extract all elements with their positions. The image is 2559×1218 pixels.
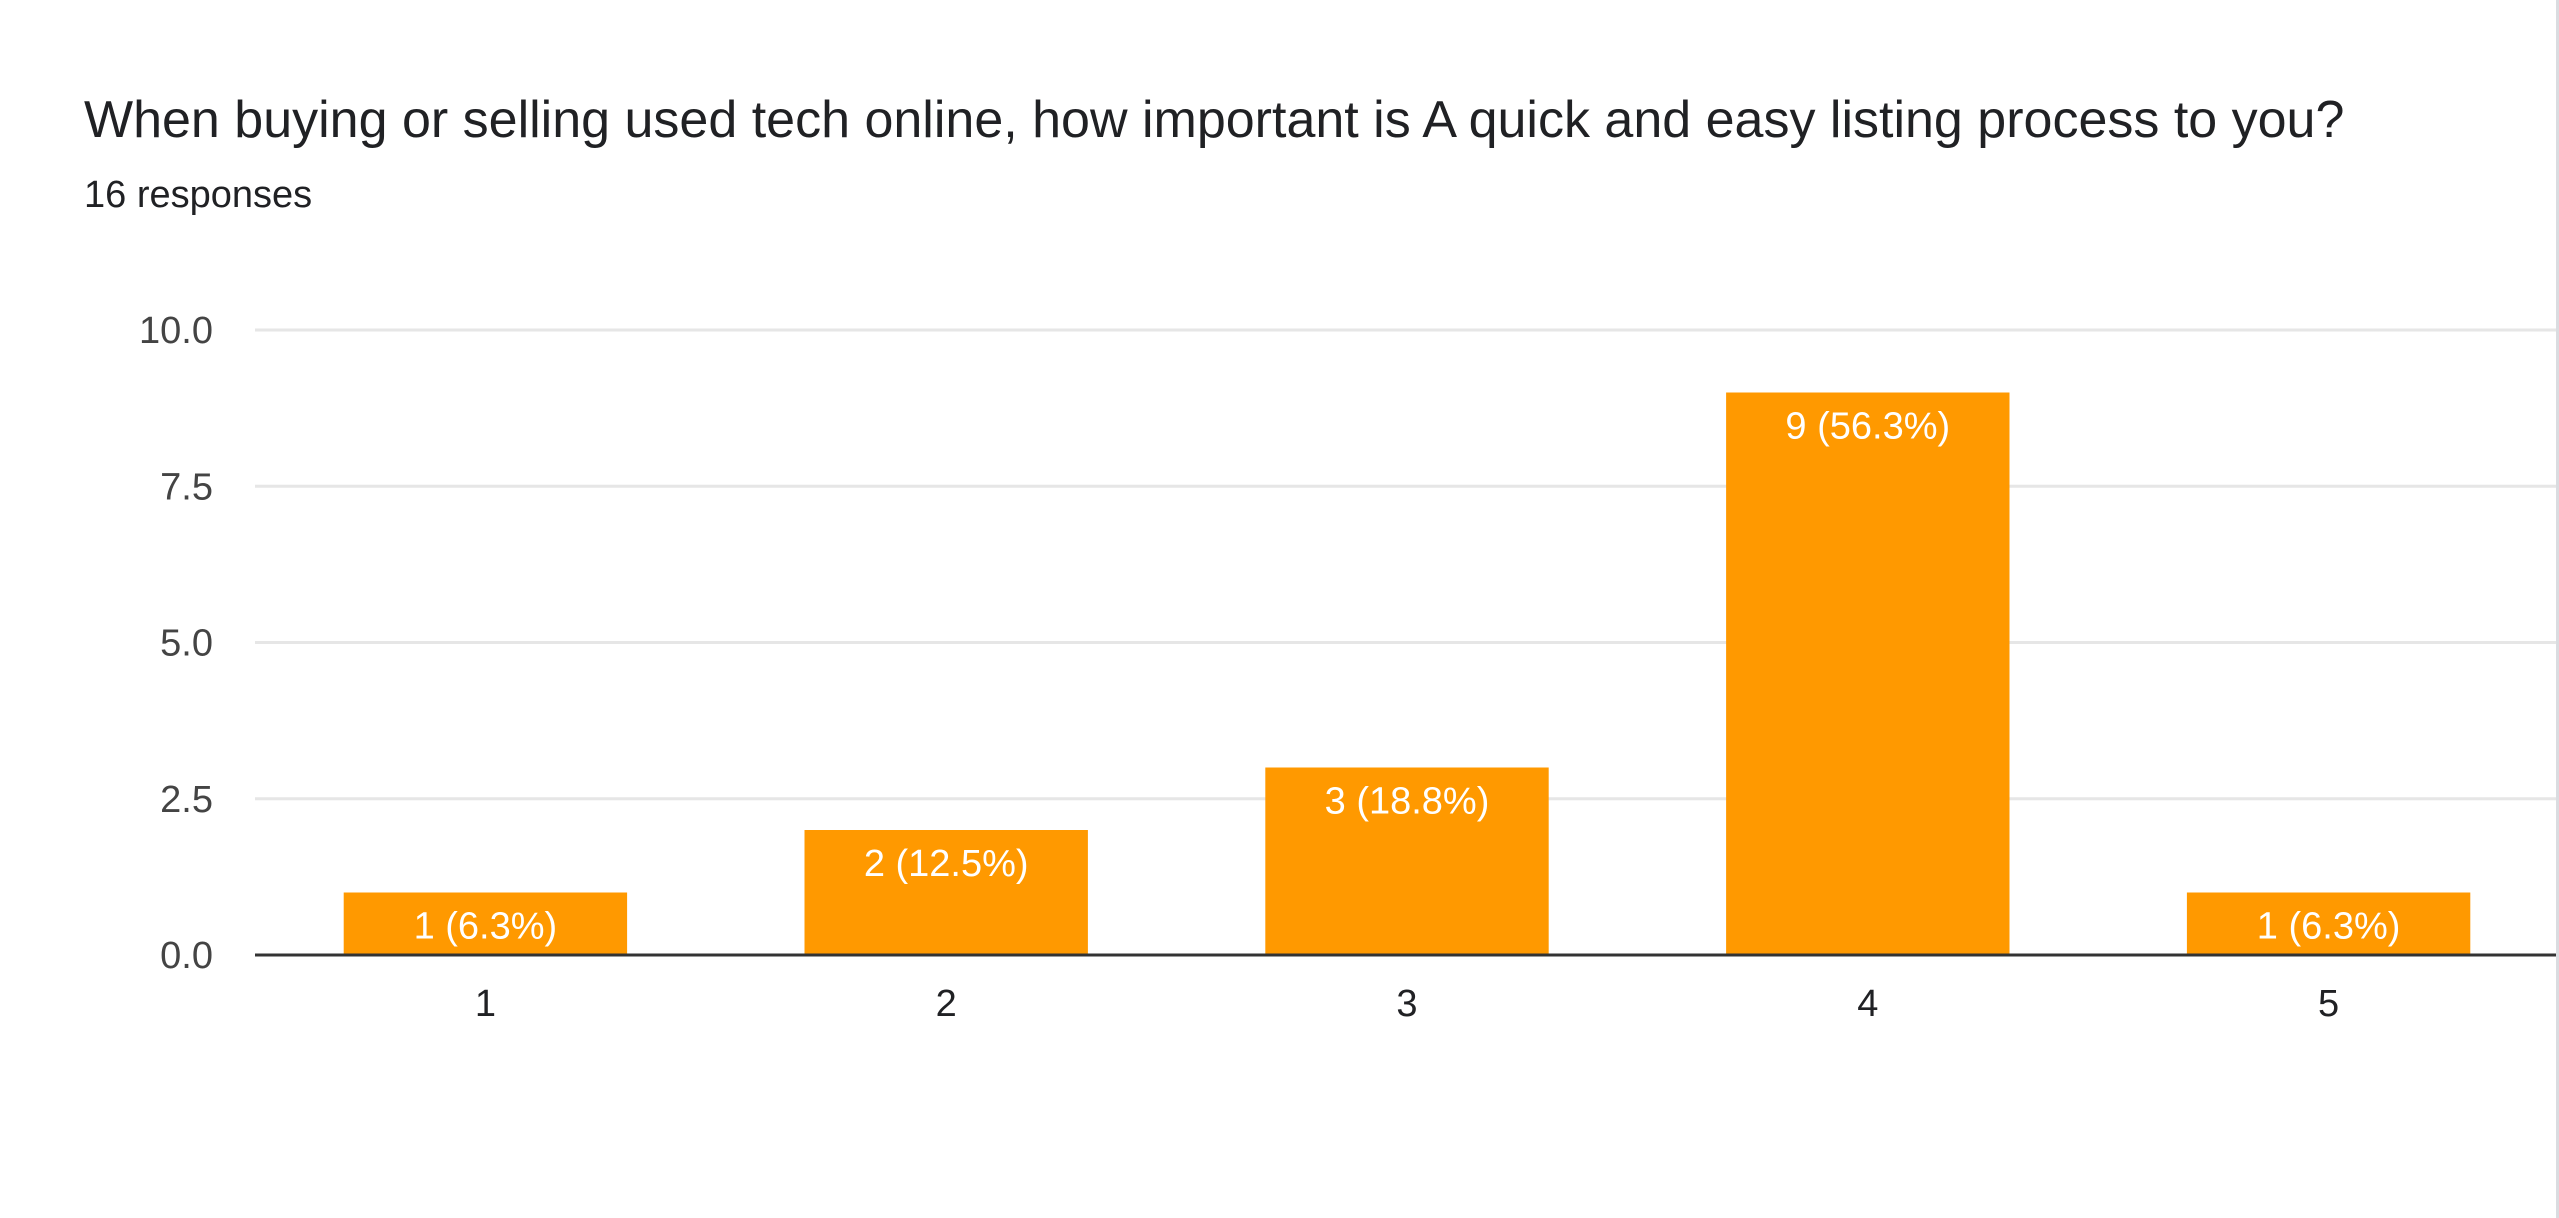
x-tick-label: 4	[1857, 983, 1878, 1025]
bar	[343, 892, 628, 955]
y-tick-label: 0.0	[160, 935, 213, 977]
question-title: When buying or selling used tech online,…	[84, 91, 2345, 149]
y-tick-label: 10.0	[139, 310, 213, 352]
bar	[804, 830, 1088, 955]
x-tick-label: 5	[2318, 983, 2339, 1025]
response-count: 16 responses	[84, 174, 313, 216]
bar-data-label: 1 (6.3%)	[2257, 906, 2401, 948]
bar	[2186, 892, 2471, 955]
card-edge	[2556, 0, 2559, 1218]
y-tick-label: 2.5	[160, 779, 213, 821]
y-tick-label: 7.5	[160, 466, 213, 508]
bar-data-label: 1 (6.3%)	[414, 906, 558, 948]
bar	[1726, 392, 2010, 955]
bar-data-label: 3 (18.8%)	[1325, 781, 1490, 823]
bar	[1265, 767, 1549, 955]
x-tick-label: 2	[936, 983, 957, 1025]
bar-data-label: 9 (56.3%)	[1785, 406, 1950, 448]
y-tick-label: 5.0	[160, 623, 213, 665]
x-tick-label: 1	[475, 983, 496, 1025]
bar-data-label: 2 (12.5%)	[864, 843, 1029, 885]
x-tick-label: 3	[1396, 983, 1417, 1025]
